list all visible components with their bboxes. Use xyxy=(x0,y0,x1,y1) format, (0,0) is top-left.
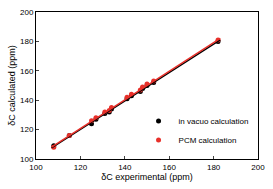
svg-text:in vacuo calculation: in vacuo calculation xyxy=(179,117,249,126)
svg-text:100: 100 xyxy=(29,163,43,172)
svg-text:200: 200 xyxy=(251,163,265,172)
svg-text:140: 140 xyxy=(20,96,34,105)
svg-text:δC calculated (ppm): δC calculated (ppm) xyxy=(7,45,17,126)
svg-text:160: 160 xyxy=(20,67,34,76)
svg-text:δC experimental (ppm): δC experimental (ppm) xyxy=(101,172,193,182)
svg-text:180: 180 xyxy=(20,37,34,46)
svg-text:200: 200 xyxy=(20,8,34,17)
svg-text:140: 140 xyxy=(118,163,132,172)
svg-text:160: 160 xyxy=(163,163,177,172)
svg-text:180: 180 xyxy=(207,163,221,172)
svg-text:PCM calculation: PCM calculation xyxy=(179,136,237,145)
svg-text:120: 120 xyxy=(74,163,88,172)
svg-text:100: 100 xyxy=(20,155,34,164)
svg-text:120: 120 xyxy=(20,125,34,134)
